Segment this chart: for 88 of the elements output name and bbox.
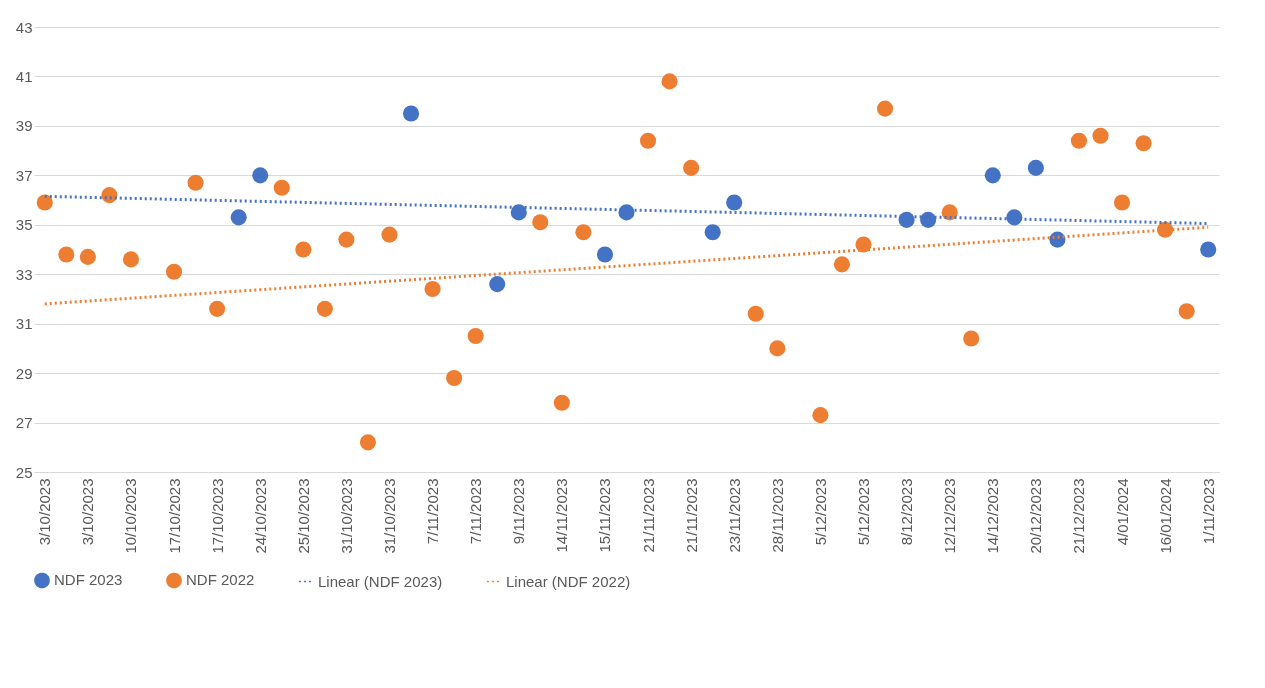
x-tick-label: 20/12/2023 [1027, 478, 1045, 554]
y-tick-label: 31 [15, 315, 33, 333]
point [1092, 127, 1109, 144]
point [596, 246, 614, 263]
y-tick-label: 37 [15, 166, 33, 184]
point [381, 226, 398, 243]
point [984, 167, 1001, 184]
point [1113, 194, 1131, 211]
point [510, 204, 527, 221]
point [467, 327, 484, 345]
y-tick-label: 41 [15, 67, 33, 85]
y-tick-label: 25 [15, 463, 33, 481]
x-tick-label: 24/10/2023 [251, 478, 269, 554]
point [446, 370, 463, 387]
point [79, 248, 96, 265]
point [489, 276, 506, 293]
x-tick-label: 10/10/2023 [122, 478, 140, 554]
point [726, 194, 743, 211]
point [1070, 132, 1088, 149]
point [165, 263, 183, 280]
point [273, 179, 290, 196]
x-tick-label: 4/01/2024 [1113, 478, 1131, 546]
x-tick-label: 14/12/2023 [984, 478, 1002, 554]
point [833, 256, 851, 273]
x-tick-label: 21/11/2023 [682, 478, 700, 553]
point [359, 434, 377, 451]
point [769, 340, 786, 357]
point [295, 241, 312, 258]
y-tick-label: 27 [15, 414, 33, 432]
point [639, 132, 657, 149]
x-tick-label: 1/11/2023 [1199, 478, 1217, 545]
x-tick-label: 3/10/2023 [36, 478, 54, 546]
point [683, 159, 700, 176]
x-tick-label: 25/10/2023 [294, 478, 312, 554]
x-tick-label: 7/11/2023 [467, 478, 485, 545]
x-tick-label: 12/12/2023 [941, 478, 959, 554]
y-tick-label: 29 [15, 364, 33, 382]
x-tick-label: 31/10/2023 [337, 478, 355, 554]
x-tick-label: 23/11/2023 [725, 478, 743, 553]
legend-label: NDF 2023 [54, 571, 123, 589]
point [532, 214, 549, 231]
point [575, 224, 592, 241]
point [941, 204, 958, 221]
x-tick-label: 3/10/2023 [79, 478, 97, 546]
point [187, 174, 204, 191]
point [36, 194, 53, 211]
x-tick-label: 21/12/2023 [1070, 478, 1088, 554]
point [553, 394, 570, 411]
x-tick-label: 15/11/2023 [596, 478, 614, 553]
x-tick-label: 31/10/2023 [381, 478, 398, 554]
point [963, 330, 980, 347]
x-tick-label: 5/12/2023 [811, 478, 829, 546]
y-tick-label: 43 [15, 18, 33, 36]
y-tick-label: 39 [15, 117, 33, 135]
point [316, 300, 333, 317]
point [1200, 241, 1217, 258]
x-tick-label: 9/11/2023 [510, 478, 528, 545]
legend-label: NDF 2022 [186, 571, 255, 589]
point [812, 407, 829, 424]
legend-label: Linear (NDF 2022) [506, 572, 631, 590]
point [402, 105, 420, 122]
x-tick-label: 8/12/2023 [898, 478, 916, 546]
x-tick-label: 17/10/2023 [165, 478, 183, 554]
point [1178, 303, 1195, 320]
x-tick-label: 28/11/2023 [768, 478, 786, 553]
legend-label: Linear (NDF 2023) [318, 572, 443, 590]
point [704, 224, 721, 241]
point [920, 211, 937, 228]
point [747, 305, 764, 322]
point [1135, 135, 1152, 152]
point [661, 73, 678, 90]
y-tick-label: 33 [15, 265, 33, 283]
point [424, 281, 441, 298]
point [876, 100, 894, 117]
point [122, 251, 140, 268]
y-tick-label: 35 [15, 216, 33, 234]
point [230, 209, 247, 226]
x-tick-label: 21/11/2023 [639, 478, 657, 553]
point [209, 300, 226, 317]
point [58, 246, 75, 263]
point [252, 167, 269, 184]
point [338, 231, 355, 248]
x-tick-label: 7/11/2023 [424, 478, 442, 545]
x-tick-label: 17/10/2023 [208, 478, 226, 554]
x-tick-label: 5/12/2023 [855, 478, 872, 546]
x-tick-label: 16/01/2024 [1156, 478, 1174, 554]
x-tick-label: 14/11/2023 [553, 478, 571, 553]
point [1027, 159, 1044, 176]
